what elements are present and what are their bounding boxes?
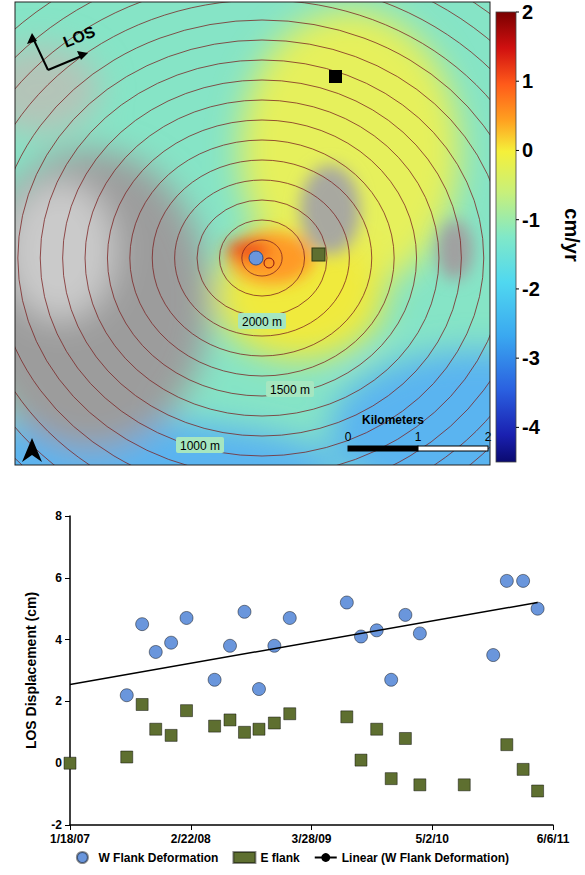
svg-text:1/18/07: 1/18/07 (50, 832, 90, 846)
svg-text:0: 0 (522, 139, 533, 161)
svg-text:5/2/10: 5/2/10 (416, 832, 450, 846)
svg-text:2/22/08: 2/22/08 (171, 832, 211, 846)
svg-text:0: 0 (345, 430, 352, 444)
svg-text:E flank: E flank (260, 851, 300, 865)
svg-text:LOS: LOS (61, 23, 98, 51)
svg-text:-4: -4 (522, 416, 541, 438)
svg-text:1500 m: 1500 m (270, 383, 310, 397)
svg-text:6: 6 (55, 571, 62, 585)
svg-text:-2: -2 (51, 818, 62, 832)
svg-text:cm/yr: cm/yr (561, 208, 583, 262)
svg-text:1: 1 (522, 70, 533, 92)
svg-text:2: 2 (55, 694, 62, 708)
svg-text:2000 m: 2000 m (242, 315, 282, 329)
svg-text:1000 m: 1000 m (180, 439, 220, 453)
svg-text:6/6/11: 6/6/11 (537, 832, 570, 846)
svg-text:1: 1 (415, 430, 422, 444)
svg-text:LOS Displacement (cm): LOS Displacement (cm) (23, 592, 39, 749)
svg-text:4: 4 (55, 633, 62, 647)
svg-text:0: 0 (55, 756, 62, 770)
svg-text:Kilometers: Kilometers (362, 413, 424, 427)
svg-text:W Flank Deformation: W Flank Deformation (98, 851, 218, 865)
svg-text:-2: -2 (522, 278, 540, 300)
svg-text:2: 2 (522, 1, 533, 23)
svg-text:Linear (W Flank Deformation): Linear (W Flank Deformation) (342, 851, 509, 865)
svg-text:-1: -1 (522, 209, 540, 231)
svg-text:3/28/09: 3/28/09 (291, 832, 331, 846)
svg-text:8: 8 (55, 509, 62, 523)
svg-text:2: 2 (485, 430, 492, 444)
svg-text:-3: -3 (522, 347, 540, 369)
